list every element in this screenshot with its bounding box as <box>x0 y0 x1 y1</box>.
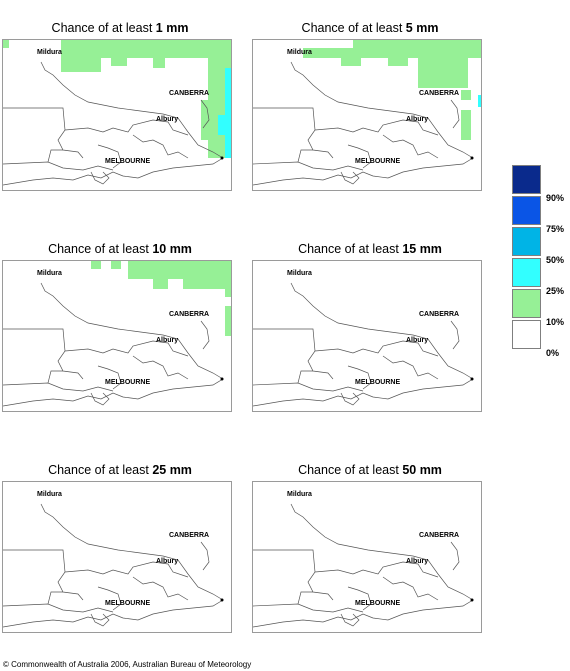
city-melbourne: MELBOURNE <box>105 158 151 165</box>
city-albury: Albury <box>156 558 179 565</box>
city-canberra: CANBERRA <box>419 90 460 97</box>
map-outline <box>253 282 474 407</box>
legend-label-50: 50% <box>546 255 565 265</box>
city-mildura: Mildura <box>287 49 312 56</box>
city-canberra: CANBERRA <box>169 311 210 318</box>
legend-swatch-50 <box>512 227 541 256</box>
city-canberra: CANBERRA <box>169 90 210 97</box>
city-melbourne: MELBOURNE <box>355 379 401 386</box>
city-mildura: Mildura <box>37 270 62 277</box>
city-albury: Albury <box>406 116 429 123</box>
legend-label-75: 75% <box>546 224 565 234</box>
city-melbourne: MELBOURNE <box>355 158 401 165</box>
city-mildura: Mildura <box>37 491 62 498</box>
city-mildura: Mildura <box>287 270 312 277</box>
legend-label-10: 10% <box>546 317 565 327</box>
legend-label-90: 90% <box>546 193 565 203</box>
copyright-notice: © Commonwealth of Australia 2006, Austra… <box>3 660 252 669</box>
city-canberra: CANBERRA <box>419 532 460 539</box>
map-5mm: Mildura CANBERRA Albury MELBOURNE <box>252 39 482 191</box>
map-50mm: Mildura CANBERRA Albury MELBOURNE <box>252 481 482 633</box>
panel-title: Chance of at least 25 mm <box>48 463 192 477</box>
city-canberra: CANBERRA <box>419 311 460 318</box>
city-albury: Albury <box>156 337 179 344</box>
map-25mm: Mildura CANBERRA Albury MELBOURNE <box>2 481 232 633</box>
panel-title: Chance of at least 10 mm <box>48 242 192 256</box>
panel-title: Chance of at least 5 mm <box>301 21 439 35</box>
city-albury: Albury <box>406 558 429 565</box>
city-canberra: CANBERRA <box>169 532 210 539</box>
map-10mm: Mildura CANBERRA Albury MELBOURNE <box>2 260 232 412</box>
rain-overlay <box>303 40 481 140</box>
legend-swatch-0 <box>512 320 541 349</box>
map-outline <box>3 503 224 628</box>
city-melbourne: MELBOURNE <box>105 600 151 607</box>
city-melbourne: MELBOURNE <box>355 600 401 607</box>
map-1mm: Mildura CANBERRA Albury MELBOURNE <box>2 39 232 191</box>
panel-title: Chance of at least 15 mm <box>298 242 442 256</box>
legend-label-25: 25% <box>546 286 565 296</box>
legend-swatch-25 <box>512 258 541 287</box>
rain-overlay <box>3 40 231 158</box>
legend-swatch-75 <box>512 196 541 225</box>
panel-title: Chance of at least 50 mm <box>298 463 442 477</box>
legend-swatch-10 <box>512 289 541 318</box>
city-melbourne: MELBOURNE <box>105 379 151 386</box>
city-mildura: Mildura <box>37 49 62 56</box>
legend-swatch-90 <box>512 165 541 194</box>
map-outline <box>3 61 224 186</box>
city-albury: Albury <box>156 116 179 123</box>
map-outline <box>3 282 224 407</box>
panel-title: Chance of at least 1 mm <box>51 21 189 35</box>
map-15mm: Mildura CANBERRA Albury MELBOURNE <box>252 260 482 412</box>
rain-overlay <box>91 261 231 336</box>
city-albury: Albury <box>406 337 429 344</box>
city-mildura: Mildura <box>287 491 312 498</box>
legend-label-0: 0% <box>546 348 560 358</box>
map-outline <box>253 503 474 628</box>
map-outline <box>253 61 474 186</box>
